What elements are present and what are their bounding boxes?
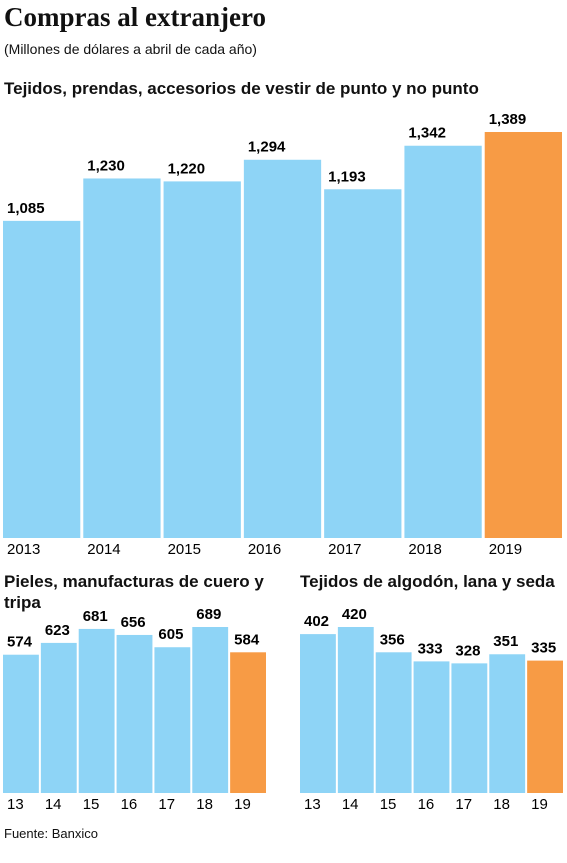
bar <box>300 634 336 793</box>
x-tick-label: 13 <box>304 796 321 813</box>
bar <box>154 647 191 793</box>
bar <box>163 181 241 538</box>
x-tick-label: 19 <box>234 796 251 813</box>
x-tick-label: 18 <box>196 796 213 813</box>
value-label: 1,389 <box>489 111 527 128</box>
value-label: 1,085 <box>7 200 45 217</box>
x-tick-label: 2017 <box>328 541 361 558</box>
value-label: 335 <box>531 640 556 657</box>
value-label: 605 <box>158 626 183 643</box>
value-label: 402 <box>304 613 329 630</box>
value-label: 574 <box>7 634 33 651</box>
bar <box>192 627 229 793</box>
value-label: 333 <box>418 640 443 657</box>
subtitle: (Millones de dólares a abril de cada año… <box>4 41 257 57</box>
bar <box>451 663 488 793</box>
x-tick-label: 15 <box>83 796 100 813</box>
x-tick-label: 17 <box>455 796 472 813</box>
x-tick-label: 14 <box>45 796 62 813</box>
bar <box>489 654 526 793</box>
bar <box>413 661 450 793</box>
value-label: 328 <box>455 642 480 659</box>
x-tick-label: 19 <box>531 796 548 813</box>
bar <box>404 145 482 538</box>
x-tick-label: 14 <box>342 796 359 813</box>
value-label: 1,193 <box>328 168 366 185</box>
x-tick-label: 2019 <box>489 541 522 558</box>
x-tick-label: 2014 <box>87 541 120 558</box>
chart-title: Tejidos, prendas, accesorios de vestir d… <box>4 79 479 98</box>
value-label: 356 <box>380 631 405 648</box>
source: Fuente: Banxico <box>4 826 98 841</box>
chart-title: Pieles, manufacturas de cuero y tripa <box>4 572 264 612</box>
value-label: 351 <box>493 633 518 650</box>
value-label: 420 <box>342 606 367 623</box>
bar <box>527 660 563 793</box>
bar <box>324 189 402 538</box>
value-label: 1,342 <box>408 125 446 142</box>
bar <box>40 642 77 793</box>
title: Compras al extranjero <box>4 2 266 32</box>
bar <box>230 652 266 793</box>
value-label: 584 <box>234 631 260 648</box>
value-label: 1,230 <box>87 157 125 174</box>
x-tick-label: 2018 <box>408 541 441 558</box>
value-label: 656 <box>121 614 146 631</box>
bar <box>116 634 153 793</box>
bar <box>78 628 115 793</box>
value-label: 1,220 <box>168 160 206 177</box>
bar <box>3 220 81 539</box>
bar <box>83 178 161 538</box>
value-label: 689 <box>196 606 221 623</box>
x-tick-label: 2013 <box>7 541 40 558</box>
value-label: 1,294 <box>248 139 286 156</box>
x-tick-label: 16 <box>418 796 435 813</box>
value-label: 681 <box>83 608 108 625</box>
x-tick-label: 2016 <box>248 541 281 558</box>
chart-title: Tejidos de algodón, lana y seda <box>300 572 555 591</box>
x-tick-label: 2015 <box>168 541 201 558</box>
bar <box>375 652 412 793</box>
value-label: 623 <box>45 622 70 639</box>
x-tick-label: 16 <box>121 796 138 813</box>
x-tick-label: 13 <box>7 796 24 813</box>
x-tick-label: 17 <box>158 796 175 813</box>
x-tick-label: 18 <box>493 796 510 813</box>
bar <box>484 132 562 538</box>
bar <box>3 654 39 793</box>
x-tick-label: 15 <box>380 796 397 813</box>
bar <box>243 159 322 538</box>
bar <box>337 627 374 793</box>
